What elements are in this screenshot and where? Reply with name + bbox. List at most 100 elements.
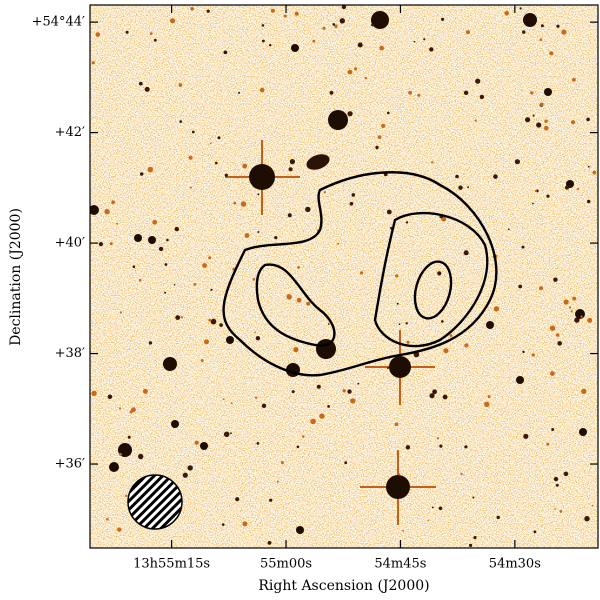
faint-star	[327, 323, 330, 325]
faint-star	[405, 221, 409, 224]
faint-star	[467, 186, 469, 189]
faint-star	[312, 39, 316, 43]
faint-star	[438, 506, 443, 511]
faint-star	[546, 442, 550, 446]
star	[226, 336, 234, 344]
faint-star	[487, 395, 491, 399]
faint-star	[107, 394, 113, 400]
faint-star	[587, 165, 590, 168]
faint-star	[190, 7, 194, 11]
faint-star	[164, 263, 168, 266]
faint-star	[254, 396, 258, 399]
faint-star	[147, 166, 154, 173]
star	[90, 205, 99, 215]
faint-star	[592, 170, 597, 175]
faint-star	[332, 23, 336, 26]
faint-star	[98, 242, 103, 247]
faint-star	[104, 208, 110, 215]
faint-star	[532, 114, 535, 117]
star	[523, 13, 537, 27]
faint-star	[138, 278, 142, 282]
faint-star	[555, 333, 560, 337]
faint-star	[571, 120, 576, 125]
faint-star	[109, 242, 113, 246]
star	[171, 420, 179, 428]
faint-star	[586, 117, 590, 122]
faint-star	[429, 393, 435, 399]
faint-star	[472, 496, 475, 499]
faint-star	[140, 172, 144, 176]
faint-star	[591, 504, 594, 507]
faint-star	[531, 353, 535, 357]
faint-star	[375, 145, 379, 150]
faint-star	[463, 250, 469, 256]
star	[148, 236, 156, 244]
faint-star	[125, 30, 129, 34]
faint-star	[464, 445, 468, 449]
faint-star	[572, 78, 576, 82]
faint-star	[581, 388, 587, 394]
contour-inner	[413, 260, 453, 320]
faint-star	[257, 231, 260, 233]
faint-star	[269, 498, 273, 502]
star	[371, 11, 389, 29]
y-tick-label: +42′	[55, 125, 85, 140]
star	[134, 234, 142, 242]
sky-image	[90, 5, 598, 548]
faint-star	[360, 271, 364, 275]
faint-star	[327, 405, 330, 408]
faint-star	[256, 442, 260, 445]
faint-star	[223, 50, 228, 55]
star	[296, 526, 304, 534]
faint-star	[405, 322, 408, 325]
faint-star	[180, 316, 183, 319]
faint-star	[276, 480, 279, 483]
faint-star	[208, 256, 212, 260]
faint-star	[286, 294, 292, 300]
faint-star	[287, 213, 292, 218]
faint-star	[294, 11, 299, 16]
faint-star	[387, 111, 390, 115]
faint-star	[289, 159, 295, 165]
faint-star	[347, 389, 352, 394]
faint-star	[310, 418, 316, 425]
faint-star	[217, 136, 221, 140]
faint-star	[91, 61, 95, 65]
faint-star	[493, 174, 498, 179]
faint-star	[413, 40, 416, 43]
faint-star	[170, 18, 176, 24]
faint-star	[563, 299, 569, 305]
faint-star	[398, 473, 401, 476]
faint-star	[550, 371, 555, 376]
star	[291, 44, 299, 52]
faint-star	[576, 187, 580, 191]
faint-star	[164, 291, 167, 294]
faint-star	[377, 135, 382, 140]
faint-star	[223, 431, 230, 438]
faint-star	[408, 90, 412, 95]
faint-star	[158, 246, 164, 252]
faint-star	[138, 453, 144, 460]
faint-star	[584, 516, 590, 522]
faint-star	[187, 465, 193, 471]
faint-star	[316, 384, 321, 389]
faint-star	[587, 317, 593, 323]
faint-star	[574, 317, 580, 323]
faint-star	[429, 47, 434, 52]
faint-star	[521, 245, 525, 249]
faint-star	[274, 236, 278, 240]
faint-star	[475, 78, 481, 84]
faint-star	[144, 86, 150, 92]
faint-star	[525, 117, 531, 123]
faint-star	[533, 530, 537, 534]
faint-star	[116, 222, 119, 225]
faint-star	[350, 398, 356, 404]
faint-star	[405, 445, 411, 450]
star	[516, 376, 524, 384]
y-tick-label: +36′	[55, 457, 85, 472]
faint-star	[518, 284, 523, 289]
star	[389, 356, 411, 378]
faint-star	[240, 201, 247, 207]
faint-star	[479, 94, 485, 100]
faint-star	[182, 472, 188, 478]
